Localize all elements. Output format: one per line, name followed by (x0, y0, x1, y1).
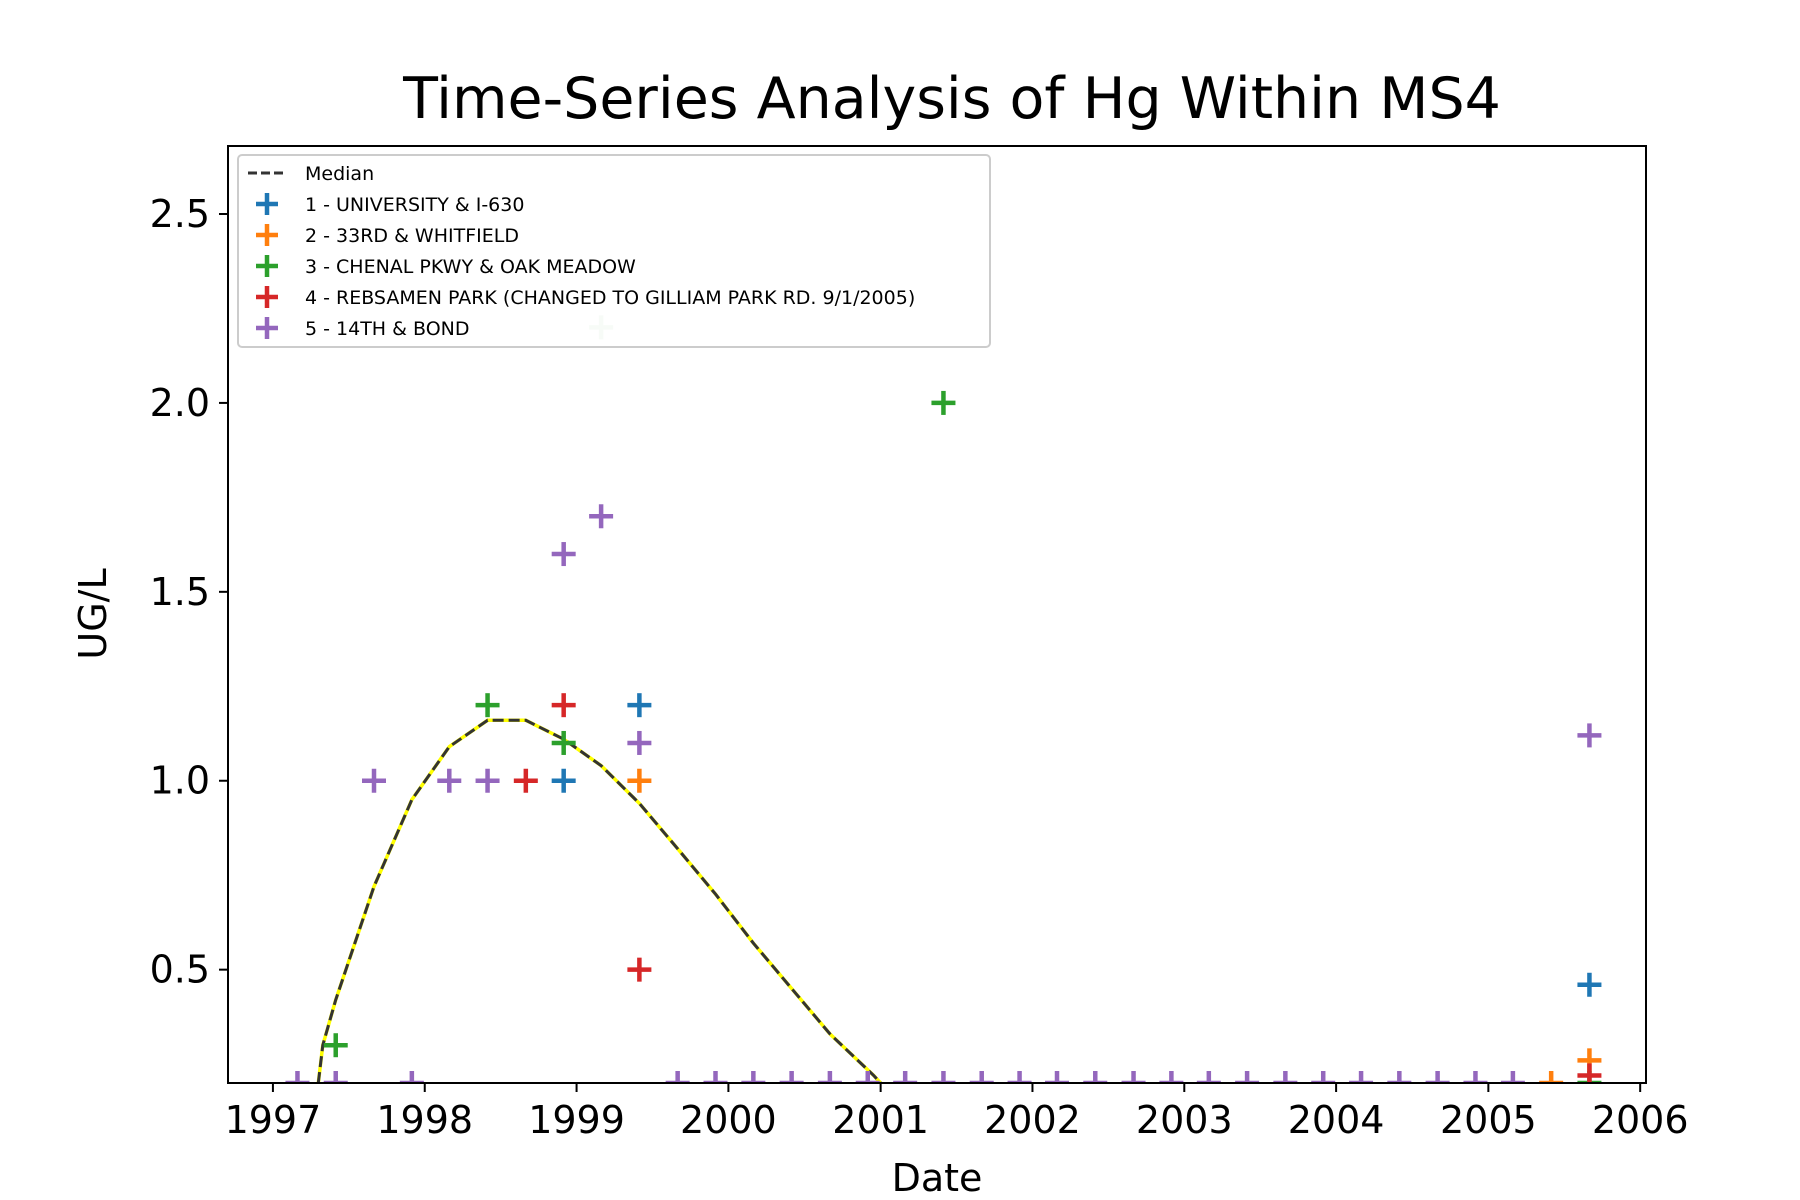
series-1-point-1 (627, 693, 652, 718)
series-5-point-23 (1196, 1071, 1221, 1083)
series-5-point-1 (323, 1071, 348, 1083)
series-5-point-32 (1577, 723, 1602, 748)
series-1-point-0 (551, 768, 576, 793)
series-4-point-3 (1577, 1063, 1602, 1083)
series-3-point-3 (931, 390, 956, 415)
y-tick-label: 2.0 (150, 381, 210, 425)
series-5-point-9 (665, 1071, 690, 1083)
x-tick-label: 2000 (680, 1098, 777, 1142)
series-5-point-30 (1463, 1071, 1488, 1083)
legend-series-1-label: 1 - UNIVERSITY & I-630 (305, 194, 524, 216)
series-5-point-18 (1007, 1071, 1032, 1083)
series-5-point-29 (1425, 1071, 1450, 1083)
x-tick-label: 2001 (832, 1098, 929, 1142)
series-2-point-1 (1539, 1071, 1564, 1083)
series-5-point-0 (285, 1071, 310, 1083)
series-5-point-8 (627, 730, 652, 755)
series-5-point-13 (817, 1071, 842, 1083)
legend-series-3-label: 3 - CHENAL PKWY & OAK MEADOW (305, 256, 636, 278)
y-axis: 0.5 1.0 1.5 2.0 2.5 (150, 192, 228, 992)
x-tick-label: 1998 (376, 1098, 473, 1142)
series-5-point-31 (1500, 1071, 1525, 1083)
series-5-point-28 (1387, 1071, 1412, 1083)
x-tick-label: 1997 (225, 1098, 322, 1142)
series-5-point-17 (969, 1071, 994, 1083)
legend-series-2-swatch (256, 224, 278, 246)
series-2-point-0 (627, 768, 652, 793)
series-5-point-24 (1235, 1071, 1260, 1083)
legend-series-5-swatch (256, 317, 278, 339)
y-tick-label: 1.0 (150, 759, 210, 803)
x-tick-label: 1999 (528, 1098, 625, 1142)
series-5-point-2 (362, 768, 387, 793)
y-axis-label: UG/L (71, 568, 115, 659)
x-tick-label: 2005 (1440, 1098, 1537, 1142)
series-5-point-19 (1045, 1071, 1070, 1083)
series-4-point-1 (551, 693, 576, 718)
series-5-point-4 (437, 768, 462, 793)
series-5-point-14 (855, 1071, 880, 1083)
series-5-point-3 (399, 1071, 424, 1083)
legend-series-1-swatch (256, 193, 278, 215)
series-3-point-2 (551, 730, 576, 755)
series-5-point-16 (931, 1071, 956, 1083)
series-5-point-11 (741, 1071, 766, 1083)
series-3-point-0 (323, 1033, 348, 1058)
series-5-point-26 (1311, 1071, 1336, 1083)
plot-frame (227, 145, 1647, 1084)
legend-series-4-label: 4 - REBSAMEN PARK (CHANGED TO GILLIAM PA… (305, 287, 915, 309)
y-tick-label: 1.5 (150, 570, 210, 614)
series-5-point-7 (589, 504, 614, 529)
series-5-point-15 (893, 1071, 918, 1083)
legend: Median 1 - UNIVERSITY & I-630 2 - 33RD & W… (237, 154, 991, 348)
series-1-point-2 (1577, 972, 1602, 997)
legend-median-label: Median (305, 163, 374, 185)
series-4-point-2 (627, 957, 652, 982)
x-axis-label: Date (892, 1156, 983, 1200)
legend-series-3-swatch (256, 255, 278, 277)
series-5-point-22 (1159, 1071, 1184, 1083)
y-tick-label: 0.5 (150, 948, 210, 992)
chart-title: Time-Series Analysis of Hg Within MS4 (402, 66, 1501, 132)
legend-series-2-label: 2 - 33RD & WHITFIELD (305, 225, 519, 247)
series-3-point-1 (475, 693, 500, 718)
series-4-point-0 (513, 768, 538, 793)
x-tick-label: 2003 (1136, 1098, 1233, 1142)
legend-series-5-label: 5 - 14TH & BOND (305, 318, 470, 340)
series-5-point-6 (551, 542, 576, 567)
y-tick-label: 2.5 (150, 192, 210, 236)
median-line (316, 718, 882, 1083)
series-5-point-20 (1083, 1071, 1108, 1083)
x-tick-label: 2006 (1592, 1098, 1689, 1142)
legend-series-4-swatch (256, 286, 278, 308)
x-tick-label: 2004 (1288, 1098, 1385, 1142)
legend-box (237, 154, 991, 348)
x-axis: 1997 1998 1999 2000 2001 2002 2003 2004 2005 2006 (225, 1083, 1689, 1142)
series-5-point-10 (703, 1071, 728, 1083)
series-5-point-5 (475, 768, 500, 793)
series-5-point-21 (1121, 1071, 1146, 1083)
series-5-point-12 (779, 1071, 804, 1083)
series-5-point-27 (1349, 1071, 1374, 1083)
series-5-point-25 (1273, 1071, 1298, 1083)
x-tick-label: 2002 (984, 1098, 1081, 1142)
